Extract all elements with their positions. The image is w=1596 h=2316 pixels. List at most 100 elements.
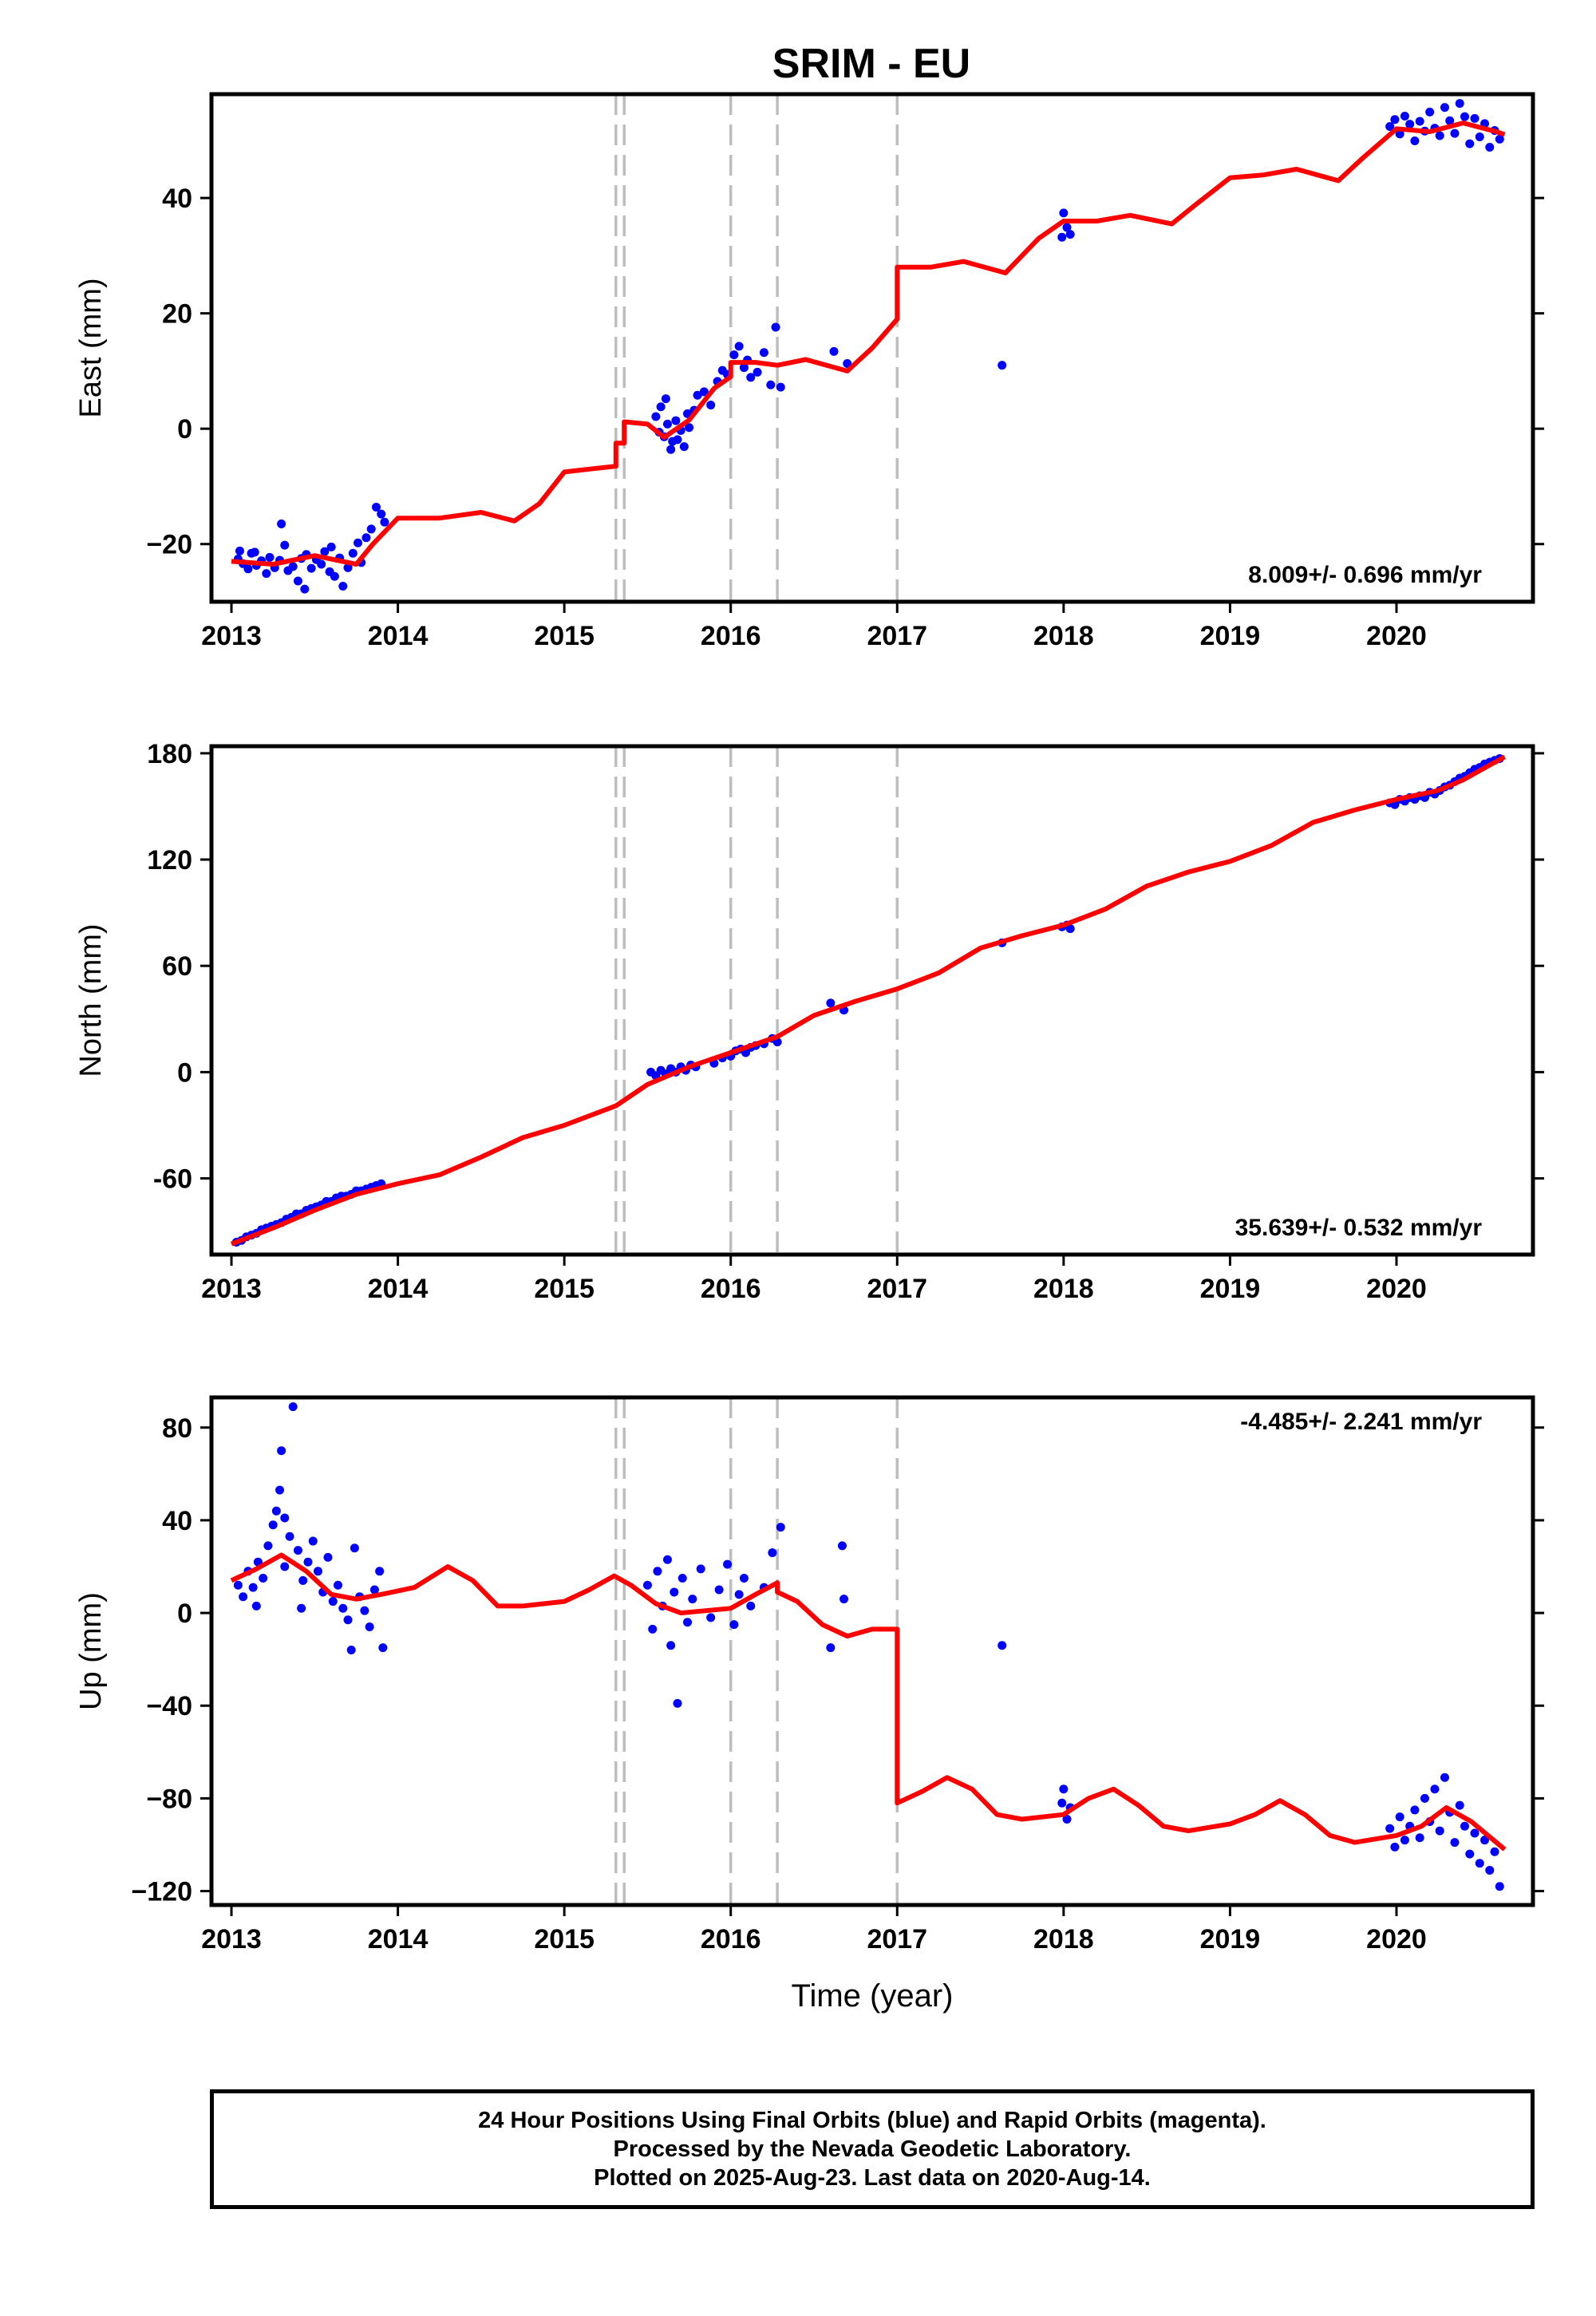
- footer-line-3: Plotted on 2025-Aug-23. Last data on 202…: [594, 2165, 1151, 2191]
- east-data-point: [1385, 121, 1395, 131]
- up-xtick-label: 2019: [1200, 1924, 1261, 1954]
- east-data-point: [343, 563, 353, 572]
- east-data-point: [361, 533, 371, 543]
- north-data-point: [1065, 924, 1075, 934]
- east-data-point: [371, 502, 381, 512]
- east-data-point: [326, 542, 336, 551]
- east-data-point: [235, 546, 244, 555]
- east-data-point: [1062, 223, 1072, 232]
- up-data-point: [1475, 1859, 1484, 1868]
- up-velocity-annotation: -4.485+/- 2.241 mm/yr: [1240, 1409, 1482, 1435]
- east-data-point: [759, 348, 768, 358]
- up-ytick-label: 40: [162, 1506, 192, 1536]
- east-data-point: [330, 571, 339, 581]
- east-data-point: [766, 380, 776, 389]
- up-data-point: [1450, 1838, 1460, 1848]
- east-velocity-annotation: 8.009+/- 0.696 mm/yr: [1248, 562, 1482, 588]
- up-data-point: [303, 1557, 313, 1567]
- east-panel-frame: [209, 92, 1535, 604]
- north-ytick-label: 0: [177, 1057, 192, 1088]
- x-axis-label: Time (year): [792, 1978, 954, 2014]
- east-data-point: [706, 401, 716, 410]
- east-data-point: [1485, 142, 1495, 152]
- up-data-point: [642, 1580, 652, 1590]
- footer-caption-box: 24 Hour Positions Using Final Orbits (bl…: [210, 2089, 1535, 2209]
- up-ytick-label: −80: [146, 1784, 192, 1814]
- east-xtick-label: 2013: [201, 621, 262, 651]
- up-data-point: [837, 1541, 847, 1551]
- up-data-point: [378, 1643, 388, 1653]
- up-ylabel: Up (mm): [74, 1592, 108, 1710]
- up-ytick-label: −40: [146, 1691, 192, 1721]
- up-data-point: [285, 1531, 294, 1541]
- up-xtick-label: 2017: [867, 1924, 927, 1954]
- east-data-point: [679, 442, 689, 452]
- up-data-point: [251, 1601, 261, 1611]
- up-data-point: [839, 1595, 849, 1604]
- up-data-point: [1465, 1849, 1475, 1859]
- east-data-point: [666, 445, 676, 454]
- up-data-point: [365, 1622, 374, 1632]
- up-data-point: [1440, 1773, 1449, 1782]
- east-data-point: [377, 509, 386, 519]
- east-data-point: [262, 569, 271, 579]
- east-data-point: [656, 402, 666, 412]
- east-data-point: [1470, 113, 1479, 123]
- east-ylabel: East (mm): [74, 278, 108, 417]
- east-data-point: [661, 394, 670, 404]
- east-model-line: [231, 121, 1506, 567]
- east-data-point: [300, 584, 310, 594]
- up-data-point: [271, 1506, 281, 1516]
- up-data-point: [1390, 1842, 1400, 1852]
- north-xtick-label: 2016: [701, 1274, 761, 1304]
- north-ylabel: North (mm): [74, 923, 108, 1077]
- east-data-point: [1495, 134, 1504, 144]
- north-xtick-label: 2017: [867, 1274, 927, 1304]
- east-data-point: [306, 563, 316, 573]
- up-data-point: [263, 1541, 273, 1551]
- up-data-point: [1415, 1833, 1424, 1843]
- north-xtick-label: 2020: [1366, 1274, 1427, 1304]
- up-data-point: [1495, 1882, 1504, 1891]
- east-data-point: [1395, 129, 1404, 139]
- east-data-point: [693, 390, 702, 400]
- up-data-point: [706, 1613, 716, 1622]
- north-velocity-annotation: 35.639+/- 0.532 mm/yr: [1235, 1215, 1483, 1241]
- east-data-point: [1445, 116, 1455, 125]
- up-data-point: [293, 1546, 302, 1555]
- east-data-point: [280, 540, 290, 550]
- east-data-point: [348, 548, 358, 558]
- east-data-point: [753, 367, 762, 377]
- up-ytick-label: −120: [131, 1877, 192, 1907]
- east-data-point: [250, 547, 259, 557]
- up-data-point: [653, 1567, 662, 1576]
- up-data-point: [268, 1520, 278, 1530]
- up-data-point: [1455, 1800, 1464, 1810]
- up-data-point: [1480, 1836, 1490, 1845]
- east-data-point: [317, 559, 326, 569]
- footer-line-1: 24 Hour Positions Using Final Orbits (bl…: [478, 2108, 1266, 2133]
- east-data-point: [746, 373, 756, 382]
- up-data-point: [768, 1548, 777, 1558]
- up-panel-frame: [209, 1395, 1535, 1907]
- up-data-point: [248, 1583, 258, 1592]
- east-data-point: [1059, 208, 1069, 218]
- up-data-point: [746, 1601, 756, 1611]
- east-data-point: [729, 350, 739, 360]
- up-data-point: [1470, 1828, 1479, 1838]
- up-data-point: [1059, 1784, 1069, 1794]
- up-data-point: [670, 1587, 679, 1597]
- up-data-point: [280, 1513, 290, 1523]
- east-xtick-label: 2020: [1366, 621, 1427, 651]
- east-data-point: [1440, 103, 1449, 113]
- east-data-point: [293, 576, 302, 586]
- east-ytick-label: 40: [162, 184, 192, 214]
- up-data-point: [648, 1624, 658, 1634]
- footer-line-2: Processed by the Nevada Geodetic Laborat…: [613, 2136, 1132, 2162]
- east-data-point: [734, 342, 744, 351]
- north-ytick-label: -60: [153, 1164, 192, 1195]
- east-data-point: [776, 382, 785, 392]
- east-data-point: [1057, 232, 1067, 242]
- up-data-point: [323, 1552, 333, 1562]
- east-data-point: [380, 517, 389, 527]
